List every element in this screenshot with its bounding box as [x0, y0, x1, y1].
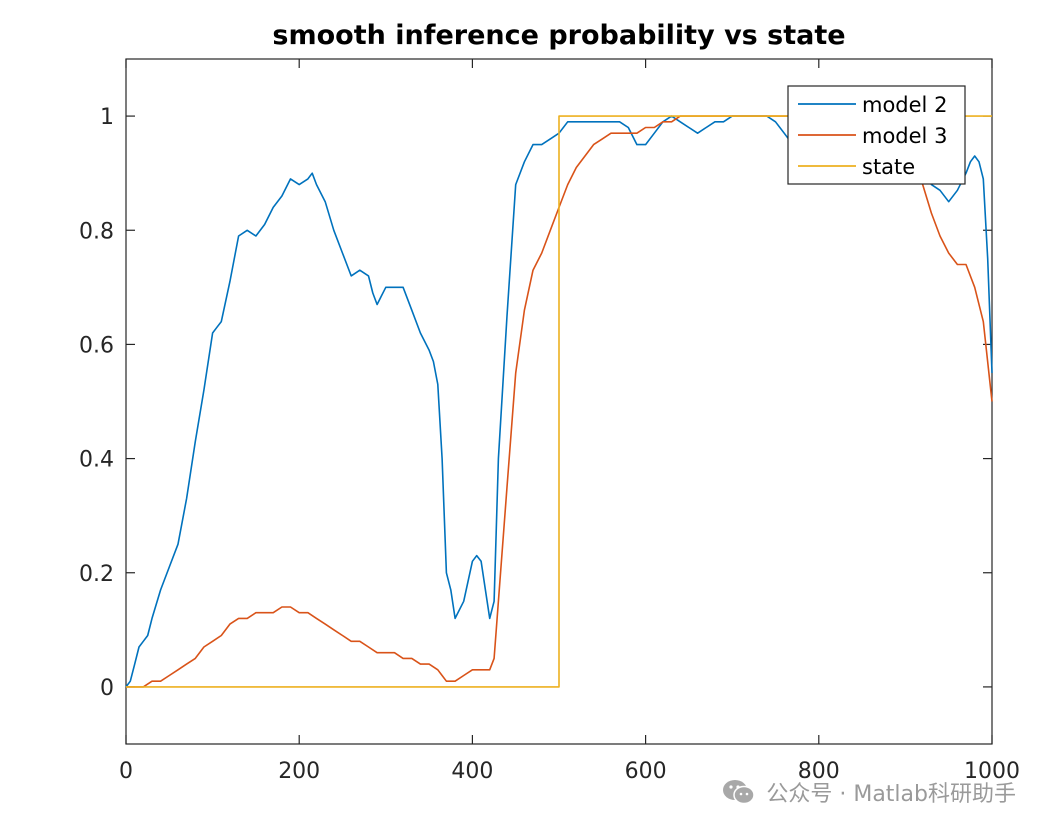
y-tick-label-3: 0.6 [79, 333, 114, 358]
x-tick-label-0: 0 [119, 759, 133, 784]
chart-title: smooth inference probability vs state [272, 20, 845, 51]
legend-label-state: state [862, 155, 915, 179]
x-tick-label-4: 800 [798, 759, 840, 784]
y-tick-label-0: 0 [100, 676, 114, 701]
watermark: 公众号 · Matlab科研助手 [722, 776, 1016, 808]
legend-label-model-2: model 2 [862, 93, 947, 117]
legend-label-model-3: model 3 [862, 124, 947, 148]
wechat-icon [723, 780, 756, 805]
watermark-text: 公众号 · Matlab科研助手 [766, 782, 1016, 807]
x-tick-label-2: 400 [451, 759, 493, 784]
x-tick-label-5: 1000 [964, 759, 1020, 784]
y-tick-label-4: 0.8 [79, 219, 114, 244]
y-tick-label-1: 0.2 [79, 562, 114, 587]
y-tick-label-5: 1 [100, 105, 114, 130]
x-axis: 0 200 400 600 800 1000 [119, 59, 1020, 784]
x-tick-label-1: 200 [278, 759, 320, 784]
series-line-state [126, 115, 992, 688]
y-axis: 0 0.2 0.4 0.6 0.8 1 [79, 105, 992, 701]
legend: model 2 model 3 state [787, 85, 966, 185]
y-tick-label-2: 0.4 [79, 448, 114, 473]
x-tick-label-3: 600 [625, 759, 667, 784]
